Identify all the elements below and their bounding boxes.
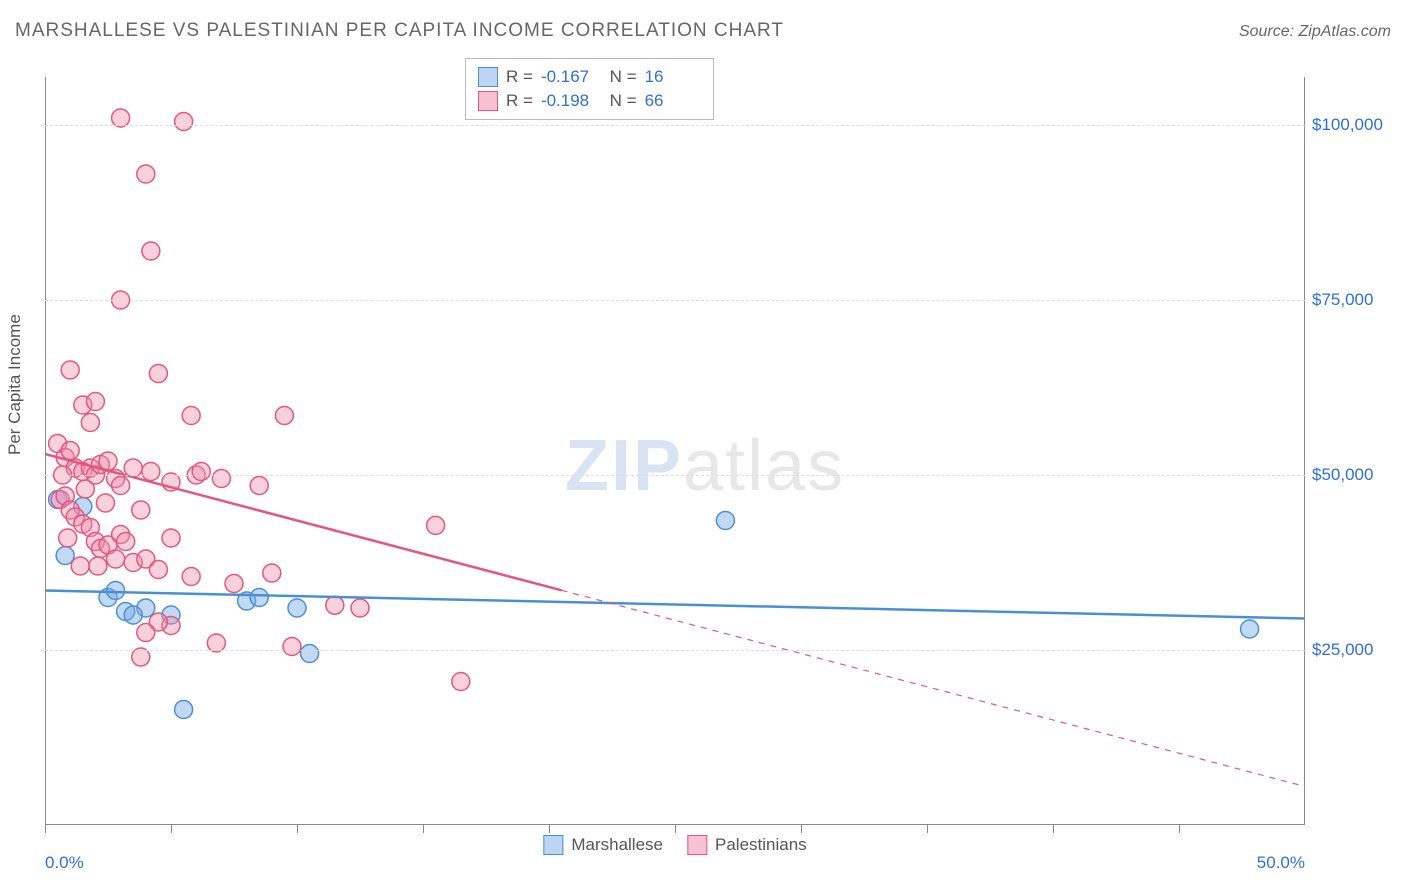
legend-r-label: R = [506,67,533,87]
data-point [81,414,99,432]
legend-swatch [478,67,498,87]
data-point [112,477,130,495]
x-tick [297,825,298,833]
data-point [225,575,243,593]
data-point [76,480,94,498]
data-point [107,550,125,568]
scatter-svg [45,55,1305,825]
data-point [96,494,114,512]
chart-header: MARSHALLESE VS PALESTINIAN PER CAPITA IN… [15,20,1391,42]
trend-line [45,591,1305,619]
y-tick-label: $50,000 [1312,465,1397,485]
legend-stat-row: R = -0.198 N = 66 [478,89,701,113]
gridline [45,300,1305,301]
data-point [61,442,79,460]
data-point [427,516,445,534]
data-point [288,599,306,617]
legend-swatch [478,91,498,111]
y-tick-label: $25,000 [1312,640,1397,660]
trend-line-dashed [562,590,1305,786]
x-tick [171,825,172,833]
data-point [326,596,344,614]
x-tick [1179,825,1180,833]
correlation-legend: R = -0.167 N = 16R = -0.198 N = 66 [465,58,714,120]
data-point [149,365,167,383]
data-point [107,582,125,600]
data-point [149,561,167,579]
chart-title: MARSHALLESE VS PALESTINIAN PER CAPITA IN… [15,20,784,42]
data-point [301,645,319,663]
y-axis-label: Per Capita Income [5,315,25,456]
legend-stat-row: R = -0.167 N = 16 [478,65,701,89]
data-point [86,393,104,411]
gridline [45,125,1305,126]
y-axis-left [45,77,46,825]
data-point [142,242,160,260]
data-point [132,501,150,519]
x-tick-label-min: 0.0% [45,853,84,873]
x-tick [549,825,550,833]
data-point [192,463,210,481]
x-tick-label-max: 50.0% [1257,853,1305,873]
legend-n-value: 66 [645,91,701,111]
legend-r-label: R = [506,91,533,111]
data-point [250,477,268,495]
data-point [212,470,230,488]
y-tick-label: $100,000 [1312,115,1397,135]
data-point [182,407,200,425]
data-point [452,673,470,691]
data-point [99,452,117,470]
gridline [45,475,1305,476]
y-tick-label: $75,000 [1312,290,1397,310]
data-point [716,512,734,530]
legend-r-value: -0.167 [541,67,597,87]
gridline [45,650,1305,651]
x-tick [1053,825,1054,833]
chart-source: Source: ZipAtlas.com [1239,23,1391,41]
legend-swatch [687,835,707,855]
legend-item: Marshallese [543,835,663,855]
data-point [175,113,193,131]
legend-n-label: N = [605,67,637,87]
data-point [56,547,74,565]
legend-item: Palestinians [687,835,807,855]
data-point [351,599,369,617]
data-point [162,529,180,547]
data-point [59,529,77,547]
legend-r-value: -0.198 [541,91,597,111]
data-point [71,557,89,575]
legend-swatch [543,835,563,855]
x-tick [423,825,424,833]
data-point [142,463,160,481]
data-point [275,407,293,425]
legend-label: Marshallese [571,835,663,855]
data-point [89,557,107,575]
data-point [182,568,200,586]
data-point [1241,620,1259,638]
data-point [283,638,301,656]
legend-label: Palestinians [715,835,807,855]
data-point [61,361,79,379]
chart-plot-area: ZIPatlas Per Capita Income 0.0% 50.0% R … [45,55,1305,825]
x-tick [45,825,46,833]
legend-n-label: N = [605,91,637,111]
x-tick [675,825,676,833]
data-point [137,624,155,642]
legend-n-value: 16 [645,67,701,87]
data-point [117,533,135,551]
data-point [250,589,268,607]
data-point [175,701,193,719]
series-legend: Marshallese Palestinians [543,835,806,855]
x-tick [927,825,928,833]
data-point [263,564,281,582]
x-tick [801,825,802,833]
data-point [137,165,155,183]
data-point [124,606,142,624]
y-axis-right [1304,77,1305,825]
